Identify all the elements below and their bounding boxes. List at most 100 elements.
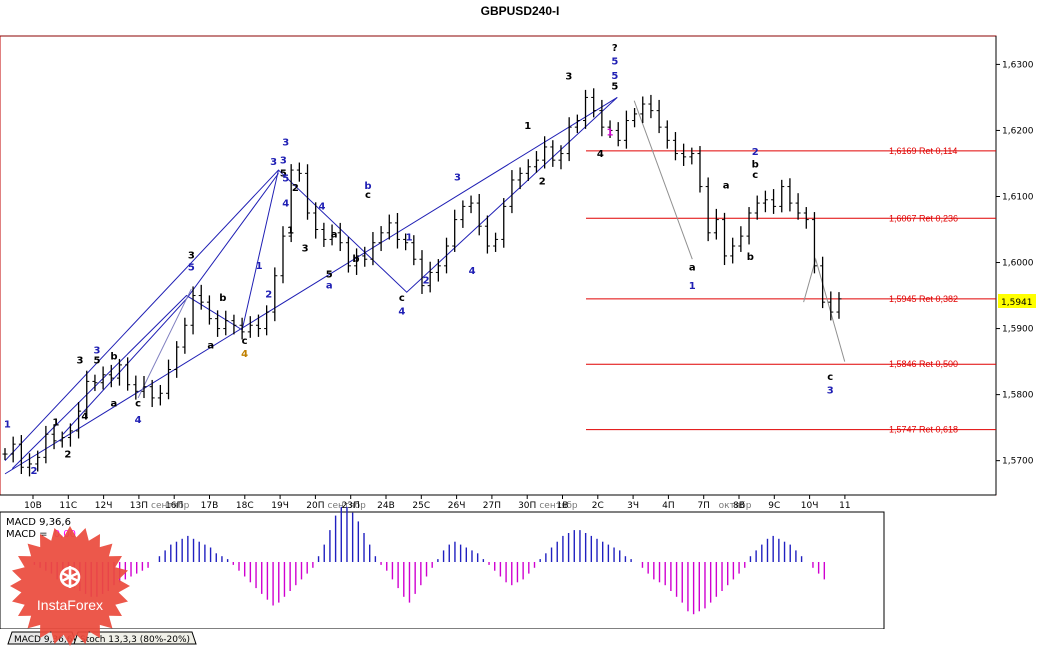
wave-label: 4 <box>398 307 405 318</box>
wave-label: 3 <box>565 72 572 83</box>
wave-label: 1 <box>256 261 263 272</box>
time-tick-label: 11С <box>59 501 77 511</box>
wave-label: 4 <box>241 349 248 360</box>
tab-stoch-label: Stoch 13,3,3 (80%-20%) <box>80 635 190 645</box>
time-tick-label: 25С <box>412 501 430 511</box>
price-tick-label: 1,5800 <box>1002 391 1034 401</box>
time-tick-label: 16П <box>165 501 183 511</box>
time-tick-label: 30П <box>518 501 536 511</box>
time-tick-label: 10Ч <box>801 501 819 511</box>
wave-label: 3 <box>282 138 289 149</box>
month-tick-label: сентябр <box>328 501 367 511</box>
chart-title: GBPUSD240-I <box>481 4 560 18</box>
time-tick-label: 23П <box>342 501 360 511</box>
time-tick-label: 26Ч <box>448 501 466 511</box>
wave-label: b <box>752 159 759 170</box>
wave-label: c <box>242 336 248 347</box>
wave-label: 1 <box>689 281 696 292</box>
wave-label: 2 <box>752 147 759 158</box>
wave-label: 2 <box>292 183 299 194</box>
wave-label: 5 <box>611 81 618 92</box>
wave-label: 3 <box>454 173 461 184</box>
fib-level-label: 1,6067 Ret 0,236 <box>889 213 958 223</box>
macd-label: MACD 9,36,6 <box>6 517 71 528</box>
time-axis-ticks: 10В 11С 12Ч 13П 16П 17В 18С 19Ч 20П 23П 24В 25С 26Ч 2… <box>24 495 851 511</box>
macd-value-label: MACD = 0,00 <box>6 529 76 540</box>
macd-value: 0,00 <box>54 529 76 540</box>
wave-label: 2 <box>423 276 430 287</box>
wave-label: c <box>365 190 371 201</box>
wave-label: b <box>364 181 371 192</box>
wave-label: a <box>689 262 696 273</box>
wave-line <box>633 100 693 260</box>
wave-label: a <box>111 399 118 410</box>
wave-label: b <box>110 352 117 363</box>
logo-icon <box>59 566 81 588</box>
wave-label: a <box>331 229 338 240</box>
wave-label: c <box>399 293 405 304</box>
tab-stoch[interactable] <box>73 631 197 645</box>
wave-label: b <box>219 293 226 304</box>
fib-level-label: 1,6169 Ret 0,114 <box>889 146 957 156</box>
fib-level-label: 1,5747 Ret 0,618 <box>889 425 958 435</box>
time-tick-label: 12Ч <box>95 501 113 511</box>
wave-label: 4 <box>135 415 142 426</box>
wave-label: 2 <box>539 177 546 188</box>
chart-frame <box>0 35 997 496</box>
wave-label: b <box>747 252 754 263</box>
wave-label: 5 <box>280 169 287 180</box>
wave-label: 5 <box>611 56 618 67</box>
wave-line <box>4 96 618 475</box>
wave-label: 4 <box>81 412 88 423</box>
wave-label: ? <box>612 43 618 54</box>
wave-line <box>11 169 279 469</box>
month-tick-label: сентябр <box>539 501 578 511</box>
price-tick-label: 1,6300 <box>1002 60 1034 70</box>
fib-level-label: 1,5846 Ret 0,500 <box>889 359 958 369</box>
price-tick-label: 1,6200 <box>1002 126 1034 136</box>
time-tick-label: 8В <box>733 501 745 511</box>
current-price-label: 1,5941 <box>998 294 1036 308</box>
wave-label: b <box>352 254 359 265</box>
wave-label: 5 <box>188 262 195 273</box>
fib-level-label: 1,5945 Ret 0,382 <box>889 294 958 304</box>
wave-label: c <box>135 399 141 410</box>
time-tick-label: 20П <box>306 501 324 511</box>
wave-label: 1 <box>524 121 531 132</box>
time-tick-label: 18С <box>236 501 254 511</box>
current-price-text: 1,5941 <box>1001 298 1033 308</box>
wave-label: 3 <box>188 251 195 262</box>
wave-label: 4 <box>319 202 326 213</box>
wave-label: 5 <box>326 270 333 281</box>
time-tick-label: 7П <box>697 501 710 511</box>
time-tick-label: 4П <box>662 501 675 511</box>
wave-label: 4 <box>597 149 604 160</box>
price-tick-label: 1,6100 <box>1002 192 1034 202</box>
logo-text: InstaForex <box>37 597 103 613</box>
wave-label: 3 <box>280 155 287 166</box>
wave-label: a <box>207 340 214 351</box>
wave-label: a <box>326 280 333 291</box>
wave-line <box>803 257 846 362</box>
time-tick-label: 9С <box>768 501 780 511</box>
wave-line <box>137 288 192 399</box>
time-tick-label: 2С <box>592 501 604 511</box>
wave-label: 2 <box>64 449 71 460</box>
wave-label: 4 <box>282 198 289 209</box>
month-tick-label: сентябр <box>151 501 190 511</box>
wave-label: 3 <box>93 346 100 357</box>
wave-label: 1 <box>52 418 59 429</box>
wave-line <box>4 97 618 462</box>
price-tick-label: 1,6000 <box>1002 259 1034 269</box>
price-tick-label: 1,5700 <box>1002 457 1034 467</box>
wave-label: 1 <box>287 225 294 236</box>
time-tick-label: 10В <box>24 501 42 511</box>
month-tick-label: октябр <box>719 501 752 511</box>
wave-label: c <box>752 170 758 181</box>
wave-label: 3 <box>77 356 84 367</box>
wave-label: 5 <box>93 356 100 367</box>
wave-label: a <box>723 181 730 192</box>
price-axis-ticks: 1,6300 1,6200 1,6100 1,6000 1,5900 1,5800 1,57… <box>996 60 1034 467</box>
